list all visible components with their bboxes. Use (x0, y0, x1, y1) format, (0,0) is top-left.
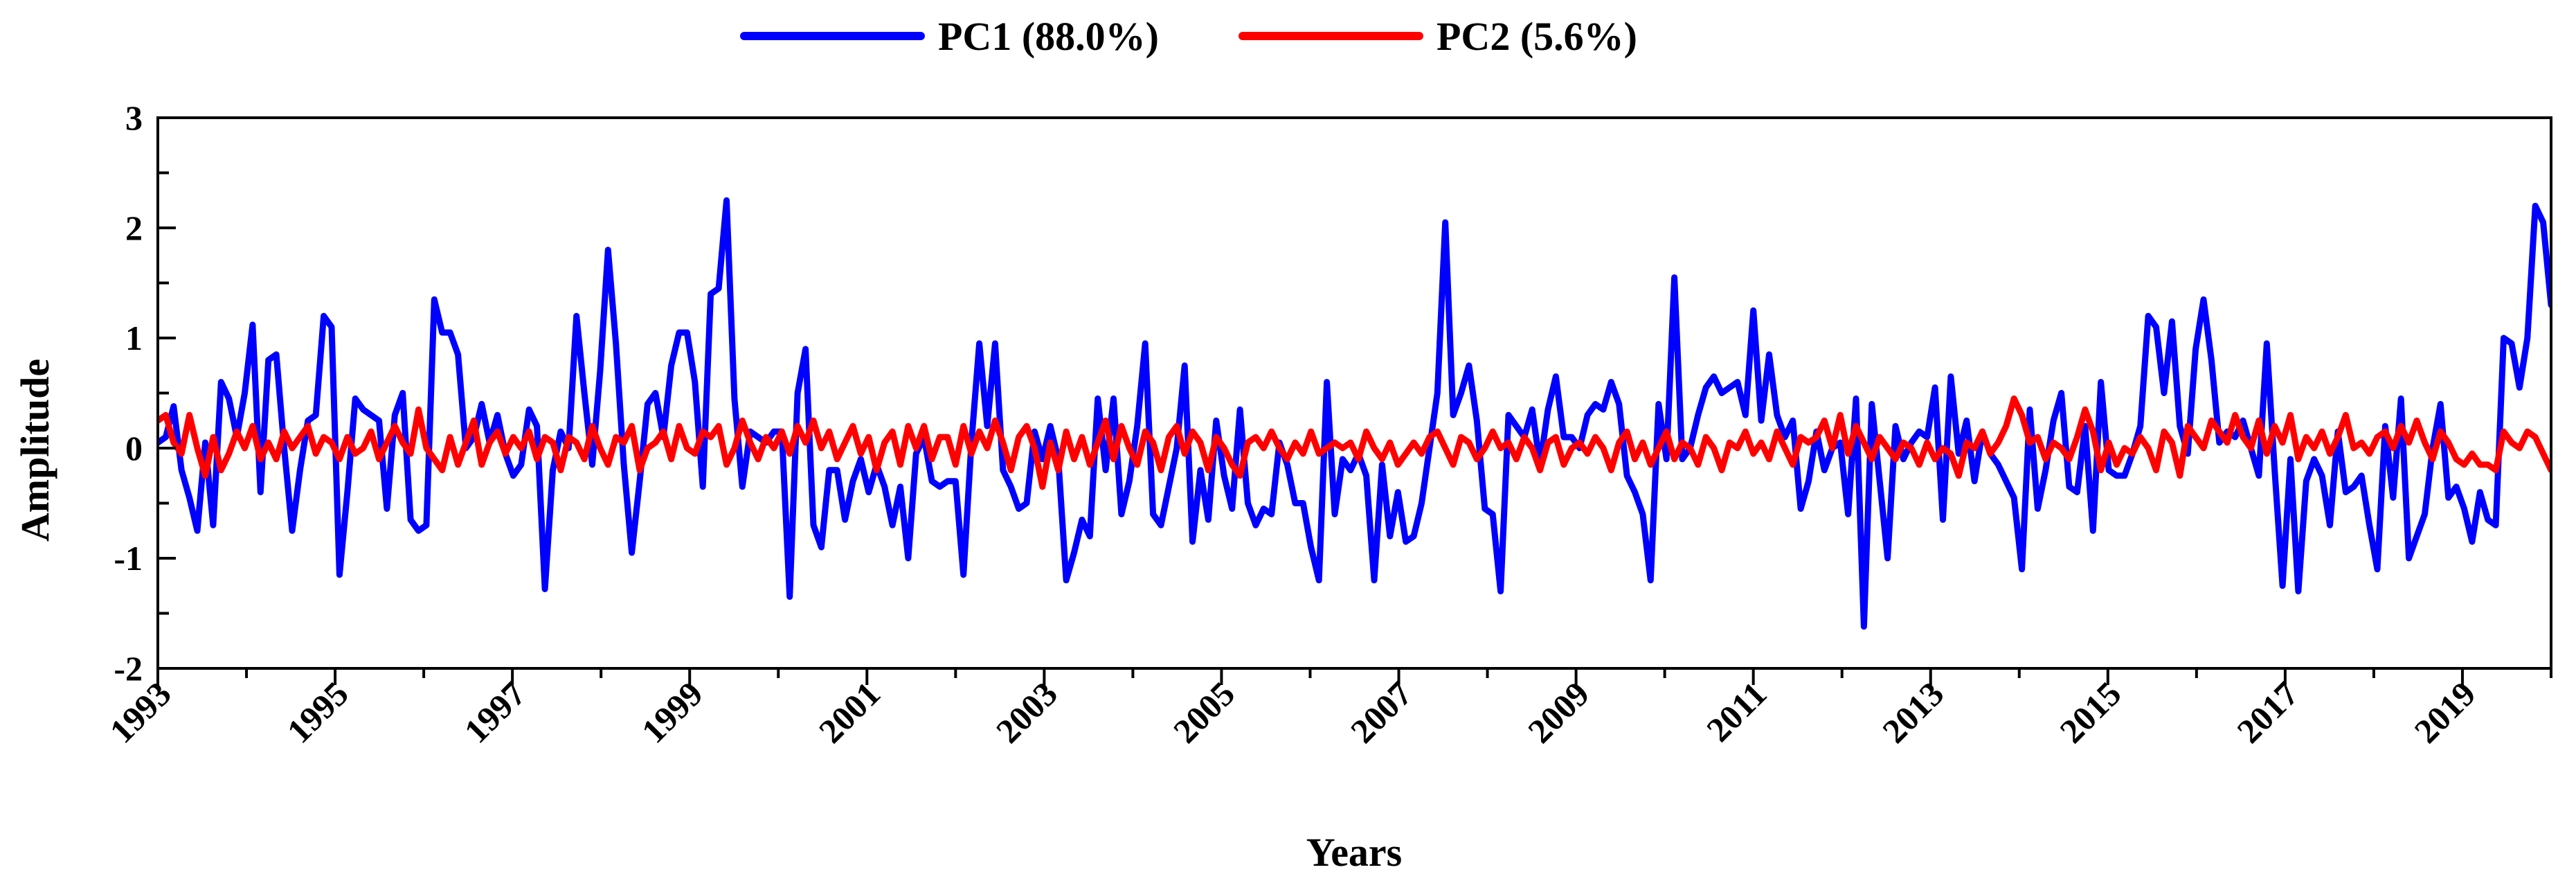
y-tick-label: -1 (114, 539, 143, 578)
y-tick-label: -2 (114, 649, 143, 688)
x-tick-label: 2005 (1166, 674, 1242, 750)
y-tick-label: 1 (125, 319, 143, 357)
series-layer (158, 197, 2551, 630)
x-tick-label: 1999 (634, 674, 710, 750)
x-tick-label: 2007 (1343, 674, 1419, 750)
legend-label-2: PC2 (5.6%) (1436, 14, 1637, 59)
x-tick-label: 2003 (989, 674, 1065, 750)
x-tick-label: 1997 (457, 674, 533, 750)
x-tick-label: 2011 (1699, 674, 1774, 749)
series-line-2 (158, 395, 2551, 490)
y-tick-label: 0 (125, 429, 143, 468)
x-tick-label: 2019 (2406, 674, 2483, 750)
y-tick-label: 2 (125, 208, 143, 247)
x-tick-label: 1995 (280, 674, 356, 750)
x-tick-label: 2001 (811, 674, 888, 750)
legend-label-1: PC1 (88.0%) (938, 14, 1159, 59)
y-axis-label: Amplitude (12, 359, 57, 542)
legend: PC1 (88.0%) PC2 (5.6%) (740, 14, 1637, 59)
x-tick-label: 2015 (2052, 674, 2128, 750)
x-tick-label: 2013 (1875, 674, 1951, 750)
series-line-1 (158, 197, 2551, 630)
x-tick-label: 2017 (2229, 674, 2305, 750)
x-axis-label: Years (1306, 830, 1403, 875)
x-tick-label: 2009 (1520, 674, 1596, 750)
y-tick-label: 3 (125, 98, 143, 137)
